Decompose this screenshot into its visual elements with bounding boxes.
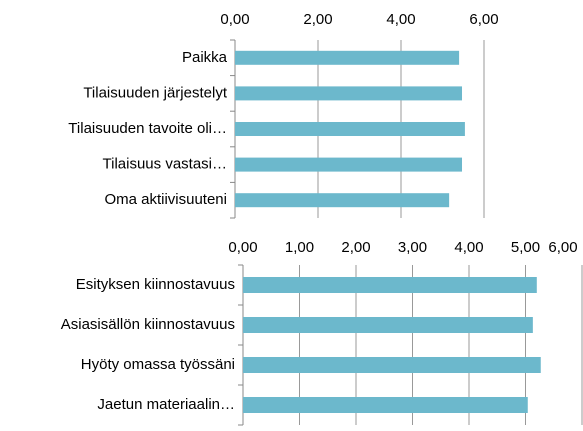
- x-tick-label: 4,00: [386, 11, 415, 28]
- x-tick-label: 5,00: [511, 239, 540, 256]
- bar: [235, 50, 460, 65]
- category-label: Tilaisuuden tavoite oli…: [68, 120, 227, 137]
- category-label: Oma aktiivisuuteni: [104, 191, 227, 208]
- x-tick-label: 6,00: [469, 11, 498, 28]
- x-tick-label: 2,00: [341, 239, 370, 256]
- x-tick-label: 6,00: [548, 239, 577, 256]
- bar: [235, 157, 463, 172]
- category-label: Tilaisuuden järjestelyt: [83, 84, 228, 101]
- x-tick-label: 0,00: [228, 239, 257, 256]
- category-label: Tilaisuus vastasi…: [103, 156, 227, 173]
- bar: [235, 193, 450, 208]
- bar: [243, 317, 533, 333]
- category-label: Hyöty omassa työssäni: [81, 356, 235, 373]
- bar: [243, 357, 541, 373]
- x-tick-label: 4,00: [454, 239, 483, 256]
- category-label: Asiasisällön kiinnostavuus: [61, 316, 235, 333]
- bar: [235, 122, 465, 136]
- category-label: Paikka: [182, 49, 228, 66]
- bar: [235, 86, 463, 101]
- category-label: Esityksen kiinnostavuus: [76, 276, 235, 293]
- bar: [243, 397, 528, 413]
- bar: [243, 277, 537, 293]
- category-label: Jaetun materiaalin…: [97, 396, 235, 413]
- x-tick-label: 2,00: [303, 11, 332, 28]
- x-tick-label: 3,00: [398, 239, 427, 256]
- x-tick-label: 1,00: [285, 239, 314, 256]
- x-tick-label: 0,00: [220, 11, 249, 28]
